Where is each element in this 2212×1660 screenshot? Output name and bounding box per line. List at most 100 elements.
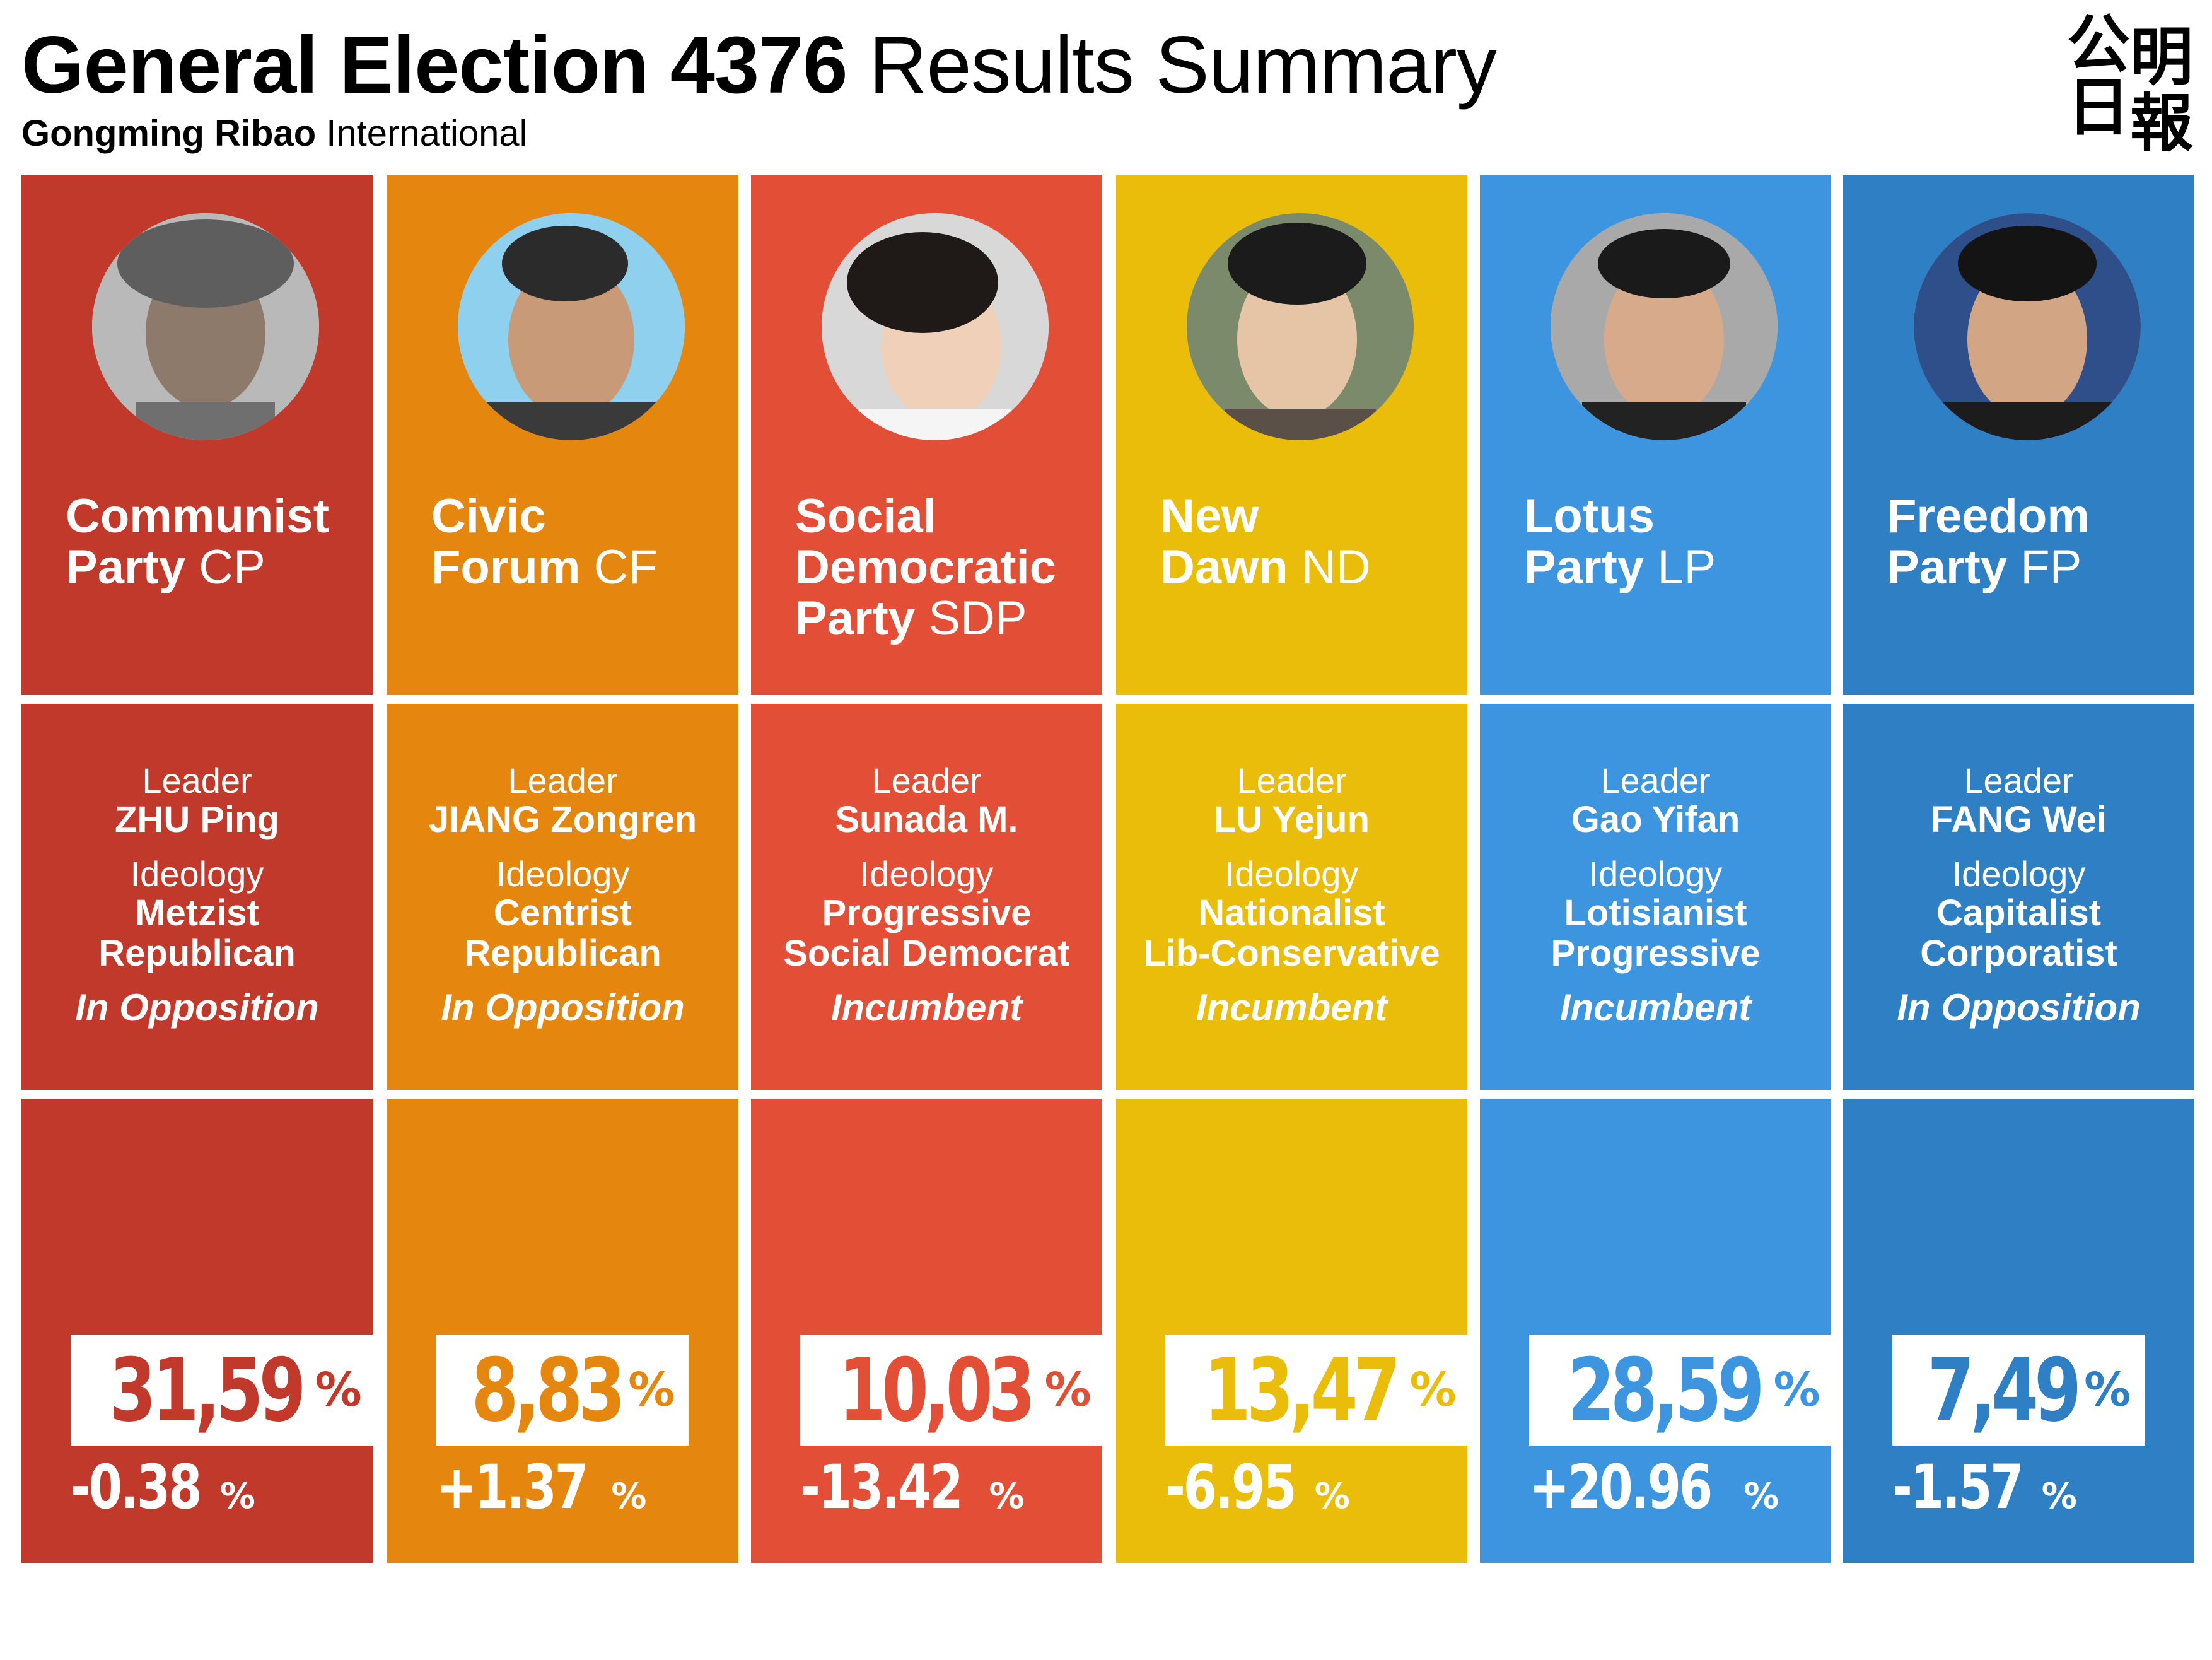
vote-share-change-value: -6.95	[1165, 1452, 1297, 1523]
leader-label: Leader	[1964, 761, 2074, 800]
vote-share-box: 28,59%	[1529, 1335, 1832, 1446]
party-name-line: Communist	[66, 489, 329, 543]
vote-share-change: +20.96%	[1529, 1452, 1779, 1523]
leader-photo	[1914, 213, 2141, 440]
ideology-label: Ideology	[859, 854, 994, 894]
vote-share-percent-sign: %	[628, 1363, 675, 1417]
vote-count-value: 3.401.976	[1892, 1557, 2129, 1618]
page-title-light: Results Summary	[869, 20, 1497, 110]
vote-share-change-value: -13.42	[800, 1452, 963, 1523]
vote-share-box: 10,03%	[800, 1335, 1103, 1446]
vote-share-change-percent-sign: %	[1743, 1476, 1779, 1517]
vote-count-label: Votes	[1529, 1613, 1639, 1660]
party-column: Communist Party CP Leader ZHU Ping Ideol…	[21, 175, 373, 1657]
vote-share-percent-sign: %	[1044, 1363, 1091, 1417]
government-status: Incumbent	[830, 986, 1023, 1029]
logo-char: 明	[2130, 20, 2193, 94]
leader-name: FANG Wei	[1930, 799, 2107, 840]
party-name-line: Lotus	[1524, 489, 1655, 543]
logo-char: 日	[2067, 70, 2130, 144]
ideology-value: Capitalist	[1936, 892, 2102, 933]
party-results-block: 13,47% -6.95% 5.957.274 Votes	[1116, 1099, 1468, 1657]
page-subtitle: Gongming Ribao International	[21, 112, 1496, 155]
vote-share-change: -6.95%	[1165, 1452, 1350, 1523]
party-results-block: 28,59% +20.96% 12.816.851 Votes	[1480, 1099, 1832, 1657]
party-abbreviation: CF	[593, 541, 658, 594]
government-status: Incumbent	[1559, 986, 1752, 1029]
leader-name: Sunada M.	[835, 799, 1018, 840]
party-name: Lotus Party LP	[1524, 491, 1820, 593]
vote-share-box: 13,47%	[1165, 1335, 1468, 1446]
ideology-value: Progressive	[1551, 933, 1761, 974]
vote-share-value: 7,49	[1927, 1339, 2081, 1441]
party-header-block: Social Democratic Party SDP	[751, 175, 1102, 695]
party-name: Freedom Party FP	[1887, 491, 2184, 593]
party-name-line: Social	[795, 489, 936, 543]
party-header-block: New Dawn ND	[1116, 175, 1467, 695]
page-title-bold: General Election 4376	[21, 20, 847, 110]
vote-count: 12.816.851 Votes	[1529, 1559, 1851, 1657]
vote-share-change-percent-sign: %	[219, 1476, 255, 1517]
party-header-block: Freedom Party FP	[1843, 175, 2194, 695]
vote-share-box: 7,49%	[1892, 1335, 2145, 1446]
leader-label: Leader	[1237, 761, 1347, 800]
party-column: Social Democratic Party SDP Leader Sunad…	[751, 175, 1103, 1657]
party-name: Civic Forum CF	[431, 491, 728, 593]
leader-photo	[1551, 213, 1778, 440]
vote-share-change-percent-sign: %	[989, 1476, 1025, 1517]
party-info-block: Leader FANG Wei Ideology Capitalist Corp…	[1843, 704, 2194, 1090]
ideology-value: Republican	[464, 933, 661, 974]
party-name-line: Party	[66, 541, 186, 594]
vote-count-value: 5.957.274	[1165, 1557, 1402, 1618]
ideology-value: Metzist	[135, 892, 259, 933]
party-header-block: Civic Forum CF	[387, 175, 738, 695]
logo-char: 公	[2067, 7, 2130, 81]
party-name-line: Party	[795, 592, 916, 645]
party-name: Social Democratic Party SDP	[795, 491, 1091, 644]
party-column: New Dawn ND Leader LU Yejun Ideology Nat…	[1116, 175, 1468, 1657]
ideology-label: Ideology	[496, 854, 630, 894]
party-abbreviation: SDP	[928, 592, 1027, 645]
leader-name: Gao Yifan	[1571, 799, 1740, 840]
vote-share-value: 8,83	[471, 1339, 626, 1441]
vote-count-value: 13.918.407	[71, 1557, 336, 1618]
ideology-value: Centrist	[493, 892, 632, 933]
vote-count: 3.401.976 Votes	[1892, 1559, 2179, 1657]
party-name-line: Dawn	[1160, 541, 1288, 594]
vote-share-change-value: +20.96	[1529, 1452, 1713, 1523]
vote-count-value: 4.820.666	[800, 1557, 1037, 1618]
page-header: General Election 4376 Results Summary Go…	[21, 25, 1497, 155]
vote-count-label: Votes	[71, 1613, 181, 1660]
leader-label: Leader	[871, 761, 982, 800]
publisher-name: Gongming Ribao	[21, 113, 317, 154]
ideology-label: Ideology	[1588, 854, 1723, 894]
ideology-value: Progressive	[822, 892, 1032, 933]
party-results-block: 31,59% -0.38% 13.918.407 Votes	[21, 1099, 373, 1657]
party-name-line: Civic	[431, 489, 546, 543]
government-status: In Opposition	[75, 986, 319, 1029]
party-column: Freedom Party FP Leader FANG Wei Ideolog…	[1843, 175, 2194, 1657]
party-info-block: Leader Sunada M. Ideology Progressive So…	[751, 704, 1102, 1090]
government-status: In Opposition	[1897, 986, 2141, 1029]
vote-count: 13.918.407 Votes	[71, 1559, 393, 1657]
vote-share-change: -1.57%	[1892, 1452, 2077, 1523]
party-info-block: Leader ZHU Ping Ideology Metzist Republi…	[21, 704, 373, 1090]
ideology-value: Nationalist	[1198, 892, 1385, 933]
party-column: Civic Forum CF Leader JIANG Zongren Ideo…	[387, 175, 738, 1657]
ideology-value: Republican	[98, 933, 296, 974]
party-abbreviation: ND	[1301, 541, 1371, 594]
vote-share-change-percent-sign: %	[1314, 1476, 1350, 1517]
leader-name: LU Yejun	[1213, 799, 1370, 840]
ideology-label: Ideology	[1225, 854, 1359, 894]
vote-share-change-value: +1.37	[436, 1452, 588, 1523]
party-results-block: 10,03% -13.42% 4.820.666 Votes	[751, 1099, 1103, 1657]
vote-share-percent-sign: %	[1409, 1363, 1457, 1417]
leader-label: Leader	[1600, 761, 1711, 800]
vote-share-percent-sign: %	[1773, 1363, 1820, 1417]
party-results-block: 8,83% +1.37% 3.581.454 Votes	[387, 1099, 738, 1657]
newspaper-logo: 公 明 日 報	[2067, 13, 2193, 164]
party-name: New Dawn ND	[1160, 491, 1457, 593]
leader-label: Leader	[142, 761, 252, 800]
ideology-value: Social Democrat	[783, 933, 1070, 974]
vote-share-box: 8,83%	[436, 1335, 689, 1446]
